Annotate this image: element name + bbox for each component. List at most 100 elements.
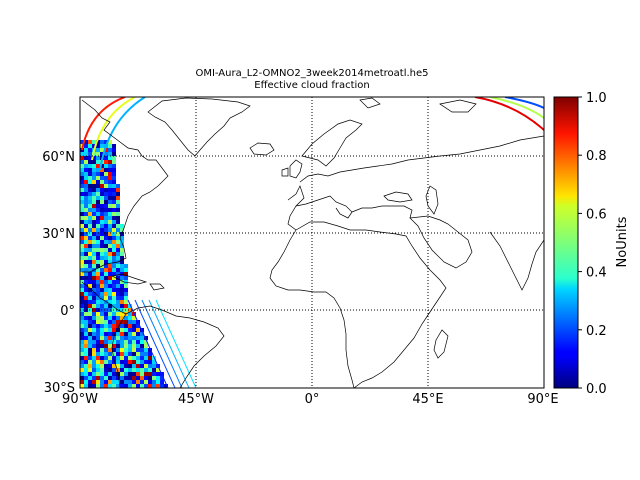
swath-cell [84,280,88,284]
swath-cell [96,320,100,324]
swath-cell [124,336,128,340]
swath-cell [148,364,152,368]
swath-cell [88,364,92,368]
colorbar-label: NoUnits [615,216,630,267]
south-america-west-coast [111,313,127,388]
swath-cell [92,308,96,312]
swath-cell [84,224,88,228]
x-tick-label: 45°W [178,392,214,407]
swath-cell [112,360,116,364]
swath-cell [84,236,88,240]
swath-cell [88,220,92,224]
swath-cell [84,372,88,376]
swath-cell [108,252,112,256]
swath-cell [112,184,116,188]
swath-cell [108,228,112,232]
swath-cell [80,356,84,360]
swath-cell [124,264,128,268]
swath-cell [100,340,104,344]
x-tick-label: 0° [305,392,320,407]
swath-cell [84,144,88,148]
swath-cell [80,300,84,304]
swath-cell [88,252,92,256]
swath-cell [108,256,112,260]
swath-cell [100,384,104,388]
swath-cell [84,244,88,248]
swath-cell [120,316,124,320]
swath-cell [140,336,144,340]
swath-cell [136,376,140,380]
swath-cell [84,240,88,244]
swath-cell [100,248,104,252]
swath-cell [88,304,92,308]
swath-cell [108,188,112,192]
swath-cell [88,340,92,344]
swath-cell [88,224,92,228]
x-tick-label: 45°E [412,392,443,407]
swath-cell [96,376,100,380]
swath-cell [92,368,96,372]
orbit-track-arc [489,97,544,119]
swath-cell [112,332,116,336]
swath-cell [124,292,128,296]
swath-cell [88,160,92,164]
swath-cell [92,276,96,280]
swath-cell [80,164,84,168]
swath-cell [116,272,120,276]
swath-cell [88,324,92,328]
swath-cell [132,332,136,336]
swath-cell [112,144,116,148]
swath-cell [96,236,100,240]
swath-cell [84,284,88,288]
colorbar-tick-label: 0.0 [586,382,607,397]
swath-cell [108,204,112,208]
swath-cell [108,140,112,144]
novaya-zemlya-outline [439,99,477,113]
hispaniola-outline [149,283,165,291]
swath-cell [112,296,116,300]
swath-cell [120,356,124,360]
swath-cell [108,148,112,152]
swath-cell [96,352,100,356]
swath-cell [88,208,92,212]
swath-cell [96,148,100,152]
swath-cell [92,216,96,220]
swath-cell [88,236,92,240]
madagascar-outline [433,329,449,359]
swath-cell [104,140,108,144]
swath-cell [80,352,84,356]
swath-cell [92,288,96,292]
swath-cell [80,284,84,288]
swath-cell [104,284,108,288]
swath-cell [96,172,100,176]
swath-cell [104,164,108,168]
swath-cell [88,204,92,208]
swath-cell [84,268,88,272]
swath-cell [104,232,108,236]
swath-cell [132,364,136,368]
swath-cell [104,296,108,300]
swath-cell [112,176,116,180]
swath-cell [116,320,120,324]
swath-cell [136,324,140,328]
swath-cell [96,364,100,368]
swath-cell [120,292,124,296]
swath-cell [124,340,128,344]
swath-cell [96,360,100,364]
swath-cell [100,140,104,144]
swath-cell [96,344,100,348]
swath-cell [96,176,100,180]
swath-cell [120,268,124,272]
swath-cell [100,196,104,200]
swath-cell [84,288,88,292]
swath-cell [164,384,168,388]
cuba-outline [110,273,148,285]
swath-cell [112,224,116,228]
swath-cell [124,332,128,336]
swath-cell [88,352,92,356]
swath-cell [80,168,84,172]
swath-cell [80,152,84,156]
swath-cell [80,220,84,224]
swath-cell [104,332,108,336]
swath-cell [96,192,100,196]
